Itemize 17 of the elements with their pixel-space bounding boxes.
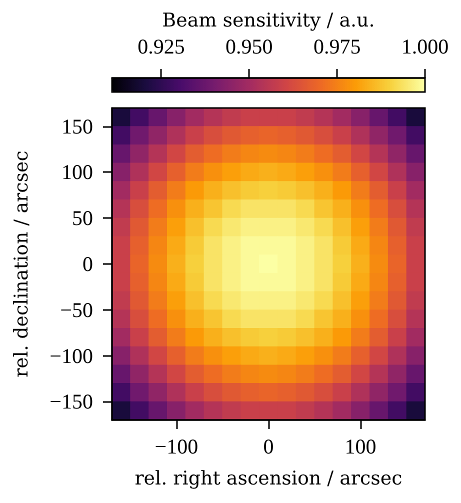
x-tick-label: 0 <box>263 434 274 458</box>
color-bar-label: 0.925 <box>138 34 185 58</box>
y-tick-label: 0 <box>82 252 93 276</box>
x-axis-title: rel. right ascension / arcsec <box>134 468 402 490</box>
y-tick-label: 150 <box>62 114 93 138</box>
color-bar-title: Beam sensitivity / a.u. <box>162 10 375 32</box>
y-tick-label: 100 <box>62 160 93 184</box>
y-tick-label: −100 <box>50 344 93 368</box>
y-tick-label: 50 <box>72 206 93 230</box>
y-axis-title: rel. declination / arcsec <box>10 150 32 378</box>
y-tick-label: −150 <box>50 390 93 414</box>
x-tick-label: −100 <box>154 434 198 458</box>
color-bar-label: 0.950 <box>226 34 273 58</box>
y-tick-label: −50 <box>60 298 93 322</box>
color-bar-label: 1.000 <box>401 34 449 58</box>
color-bar-label: 0.975 <box>313 34 361 58</box>
x-tick-label: 100 <box>344 434 376 458</box>
